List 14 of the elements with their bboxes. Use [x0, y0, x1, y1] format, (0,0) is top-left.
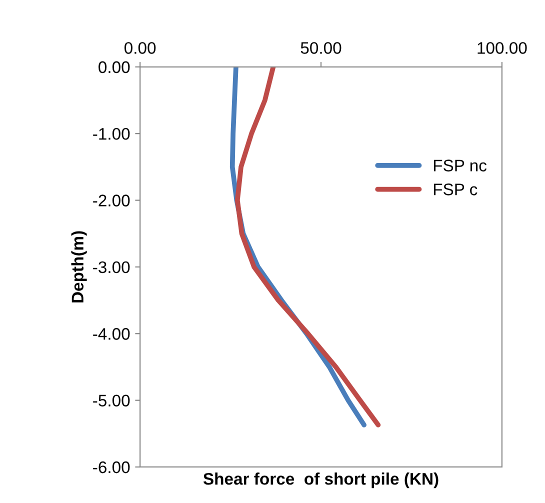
x-tick-label: 50.00 [300, 42, 342, 54]
x-tick-label: 100.00 [478, 42, 527, 54]
y-tick-label: 0.00 [98, 61, 130, 74]
x-axis-title: Shear force of short pile (KN) [203, 472, 438, 488]
y-tick-label: -3.00 [93, 261, 130, 274]
y-tick-label: -4.00 [93, 328, 130, 340]
y-axis-title: Depth(m) [71, 231, 87, 302]
legend-label: FSP c [434, 184, 478, 196]
y-tick-label: -6.00 [93, 461, 130, 474]
y-tick-label: -2.00 [93, 194, 130, 206]
y-tick-label: -5.00 [93, 394, 130, 407]
y-tick-label: -1.00 [93, 128, 130, 140]
legend-label: FSP nc [434, 160, 487, 172]
x-tick-label: 0.00 [124, 42, 156, 54]
